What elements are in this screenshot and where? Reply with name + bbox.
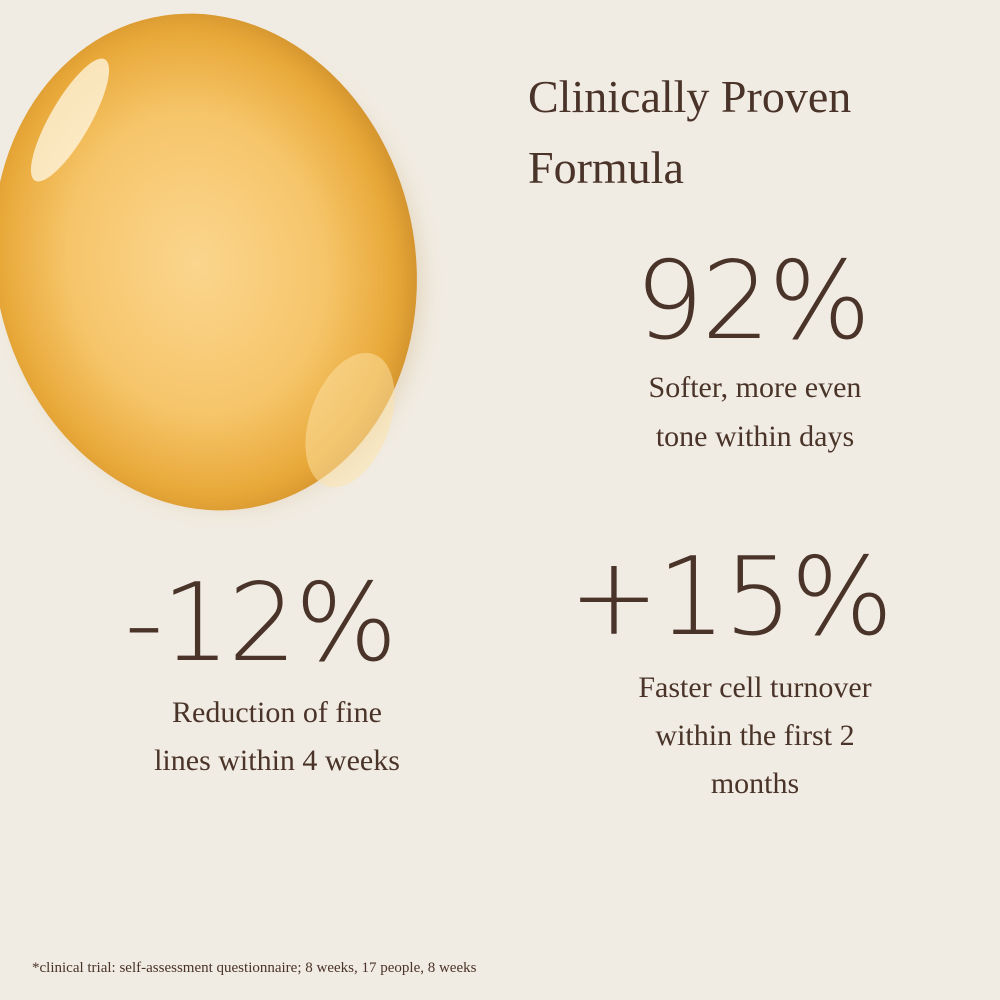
stat-description: Reduction of fine <box>172 696 382 729</box>
stat-figure: -12% <box>124 561 395 686</box>
stat-description: Faster cell turnover <box>638 671 871 704</box>
stat-description: within the first 2 <box>655 719 854 752</box>
title-line: Formula <box>528 142 684 193</box>
footnote: *clinical trial: self-assessment questio… <box>32 960 477 976</box>
stat-figure: 92% <box>635 239 869 364</box>
stat-figure: +15% <box>569 535 892 660</box>
stat-description: tone within days <box>656 420 854 453</box>
stat-description: lines within 4 weeks <box>154 744 400 777</box>
oil-drop <box>0 13 449 536</box>
stat-description: Softer, more even <box>649 371 862 404</box>
stat-description: months <box>711 767 799 800</box>
title-line: Clinically Proven <box>528 71 851 122</box>
